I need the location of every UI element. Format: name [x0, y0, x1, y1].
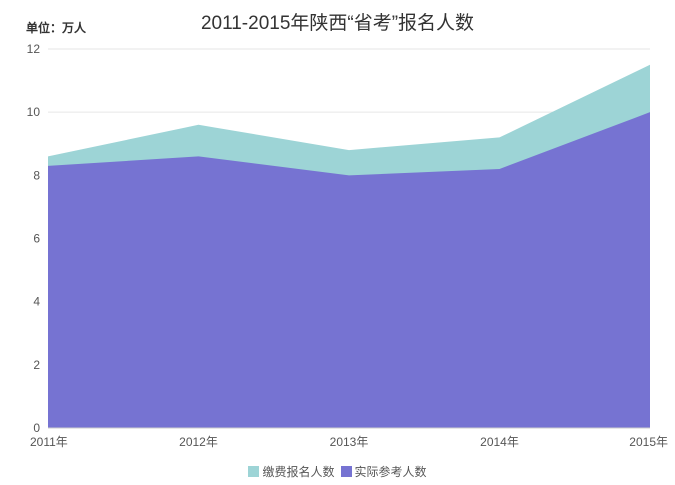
y-tick-label-4: 4 — [33, 295, 40, 309]
y-tick-label-10: 10 — [27, 105, 41, 119]
x-tick-label-3: 2014年 — [480, 435, 519, 449]
legend: 缴费报名人数 实际参考人数 — [0, 463, 675, 480]
unit-label: 单位：万人 — [26, 21, 87, 35]
area-series-1 — [48, 112, 650, 429]
legend-swatch-actual — [340, 466, 352, 477]
y-tick-label-6: 6 — [33, 232, 40, 246]
y-tick-label-8: 8 — [33, 168, 40, 182]
x-tick-label-1: 2012年 — [179, 435, 218, 449]
legend-label-actual: 实际参考人数 — [354, 465, 427, 479]
y-tick-label-2: 2 — [33, 358, 40, 372]
chart-title: 2011-2015年陕西“省考”报名人数 — [200, 13, 475, 34]
y-tick-label-12: 12 — [27, 42, 41, 56]
x-tick-label-2: 2013年 — [330, 435, 369, 449]
y-tick-label-0: 0 — [33, 421, 40, 435]
x-tick-label-0: 2011年 — [30, 435, 68, 449]
legend-label-registered: 缴费报名人数 — [262, 465, 335, 479]
legend-swatch-registered — [248, 466, 260, 477]
legend-item-registered[interactable]: 缴费报名人数 — [248, 463, 335, 480]
legend-item-actual[interactable]: 实际参考人数 — [340, 463, 427, 480]
x-tick-label-4: 2015年 — [629, 435, 668, 449]
